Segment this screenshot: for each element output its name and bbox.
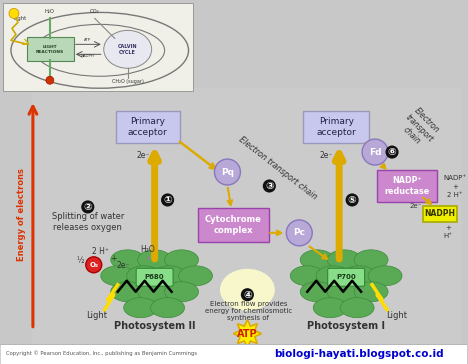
- Ellipse shape: [354, 250, 388, 270]
- Ellipse shape: [165, 282, 198, 302]
- FancyBboxPatch shape: [0, 344, 467, 364]
- Text: +: +: [110, 254, 117, 263]
- FancyBboxPatch shape: [32, 88, 461, 348]
- Polygon shape: [234, 320, 261, 348]
- Text: Light: Light: [387, 310, 408, 320]
- Text: Energy of electrons: Energy of electrons: [17, 169, 27, 261]
- Ellipse shape: [111, 282, 145, 302]
- Ellipse shape: [151, 298, 184, 318]
- FancyBboxPatch shape: [423, 206, 457, 222]
- Ellipse shape: [220, 269, 275, 311]
- Text: Photosystem II: Photosystem II: [114, 321, 195, 331]
- Text: 2e⁻: 2e⁻: [320, 151, 333, 160]
- Ellipse shape: [153, 266, 187, 286]
- Ellipse shape: [354, 282, 388, 302]
- Text: Copyright © Pearson Education, Inc., publishing as Benjamin Cummings: Copyright © Pearson Education, Inc., pub…: [6, 351, 197, 356]
- Text: ⑤: ⑤: [348, 195, 357, 205]
- Text: Splitting of water
releases oxygen: Splitting of water releases oxygen: [51, 212, 124, 232]
- FancyBboxPatch shape: [136, 268, 173, 286]
- Text: Primary
acceptor: Primary acceptor: [316, 118, 356, 137]
- Text: 2e⁻: 2e⁻: [410, 203, 422, 209]
- Ellipse shape: [165, 250, 198, 270]
- Ellipse shape: [368, 266, 402, 286]
- FancyBboxPatch shape: [116, 111, 180, 143]
- Circle shape: [214, 159, 241, 185]
- Text: NADP⁺: NADP⁺: [443, 175, 467, 181]
- Text: NADPH: NADPH: [424, 209, 455, 218]
- Ellipse shape: [300, 250, 334, 270]
- Text: Primary
acceptor: Primary acceptor: [128, 118, 168, 137]
- Text: H₂O: H₂O: [140, 245, 155, 254]
- Ellipse shape: [300, 282, 334, 302]
- FancyBboxPatch shape: [303, 111, 369, 143]
- Text: ATP: ATP: [237, 329, 258, 339]
- Ellipse shape: [124, 298, 158, 318]
- Text: P680: P680: [145, 274, 164, 280]
- Ellipse shape: [316, 266, 350, 286]
- FancyBboxPatch shape: [3, 3, 192, 91]
- Ellipse shape: [179, 266, 212, 286]
- Ellipse shape: [327, 282, 361, 302]
- Ellipse shape: [111, 250, 145, 270]
- Text: ATP: ATP: [84, 38, 91, 42]
- Text: CALVIN
CYCLE: CALVIN CYCLE: [118, 44, 138, 55]
- Text: +: +: [452, 184, 458, 190]
- Ellipse shape: [340, 298, 374, 318]
- Ellipse shape: [138, 282, 172, 302]
- Ellipse shape: [127, 266, 161, 286]
- Text: O₂: O₂: [47, 79, 53, 84]
- Text: ⑥: ⑥: [388, 147, 396, 157]
- Text: Pc: Pc: [293, 228, 305, 237]
- Text: 2 H⁺: 2 H⁺: [92, 247, 109, 256]
- FancyBboxPatch shape: [197, 208, 270, 242]
- Text: ②: ②: [83, 202, 92, 212]
- Text: Cytochrome
complex: Cytochrome complex: [205, 215, 262, 234]
- Text: NADP⁺
reductase: NADP⁺ reductase: [384, 176, 430, 196]
- Circle shape: [362, 139, 388, 165]
- Text: CO₂: CO₂: [90, 9, 100, 15]
- Text: 2e⁻: 2e⁻: [137, 151, 150, 160]
- Circle shape: [86, 257, 102, 273]
- Text: +: +: [445, 225, 451, 231]
- FancyBboxPatch shape: [377, 170, 437, 202]
- Text: Electron transport chain: Electron transport chain: [236, 135, 318, 201]
- Ellipse shape: [327, 250, 361, 270]
- Ellipse shape: [342, 266, 376, 286]
- Text: Light: Light: [86, 310, 107, 320]
- Text: ①: ①: [163, 195, 172, 205]
- Ellipse shape: [104, 30, 152, 68]
- Text: CH₂O (sugar): CH₂O (sugar): [112, 79, 144, 84]
- Text: biologi-hayati.blogspot.co.id: biologi-hayati.blogspot.co.id: [274, 349, 444, 359]
- Text: H₂O: H₂O: [45, 9, 55, 15]
- Text: Electron
transport
chain: Electron transport chain: [396, 105, 442, 151]
- Text: Light: Light: [13, 16, 27, 21]
- Circle shape: [286, 220, 312, 246]
- Text: O₂: O₂: [89, 262, 98, 268]
- Text: 2 H⁺: 2 H⁺: [447, 192, 463, 198]
- Text: ③: ③: [265, 181, 274, 191]
- Text: H⁺: H⁺: [443, 233, 453, 239]
- FancyBboxPatch shape: [328, 268, 365, 286]
- Ellipse shape: [101, 266, 135, 286]
- Circle shape: [46, 76, 54, 84]
- Text: Photosystem I: Photosystem I: [307, 321, 385, 331]
- Text: P700: P700: [336, 274, 356, 280]
- Ellipse shape: [138, 250, 172, 270]
- Circle shape: [9, 8, 19, 19]
- Text: LIGHT
REACTIONS: LIGHT REACTIONS: [36, 45, 64, 54]
- Text: NADPH: NADPH: [81, 54, 95, 58]
- Text: Pq: Pq: [221, 167, 234, 177]
- FancyBboxPatch shape: [27, 37, 74, 61]
- Text: ½: ½: [76, 256, 84, 265]
- Ellipse shape: [313, 298, 347, 318]
- Text: 2e⁻: 2e⁻: [116, 261, 129, 270]
- Text: Electron flow provides
energy for chemiosmotic
synthesis of: Electron flow provides energy for chemio…: [205, 301, 292, 321]
- Text: Fd: Fd: [369, 147, 381, 157]
- Ellipse shape: [290, 266, 324, 286]
- Text: ④: ④: [243, 290, 252, 300]
